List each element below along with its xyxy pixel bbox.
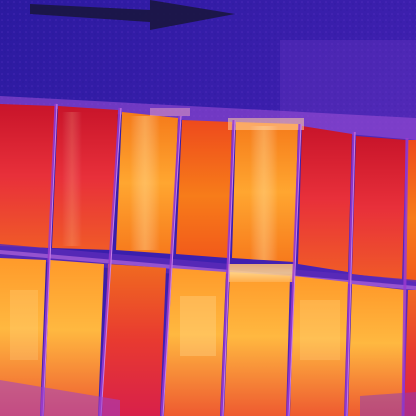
panel-cell [52, 106, 118, 250]
panel-frame-lines [40, 103, 409, 416]
panel-cell [224, 272, 290, 416]
panel-cell [176, 120, 232, 258]
panel-cell [164, 268, 226, 416]
lower-panel-row [0, 258, 416, 416]
upper-panel-row [0, 104, 416, 282]
panel-cell [0, 258, 46, 416]
panel-cell [352, 136, 406, 280]
panel-cell [298, 126, 352, 272]
panel-cell [44, 260, 104, 416]
panel-cell [0, 104, 55, 248]
panel-cell [290, 276, 348, 416]
panel-cell [404, 290, 416, 416]
panel-cell [348, 284, 406, 416]
arrow-right-icon [30, 0, 235, 30]
panel-cell [102, 264, 166, 416]
